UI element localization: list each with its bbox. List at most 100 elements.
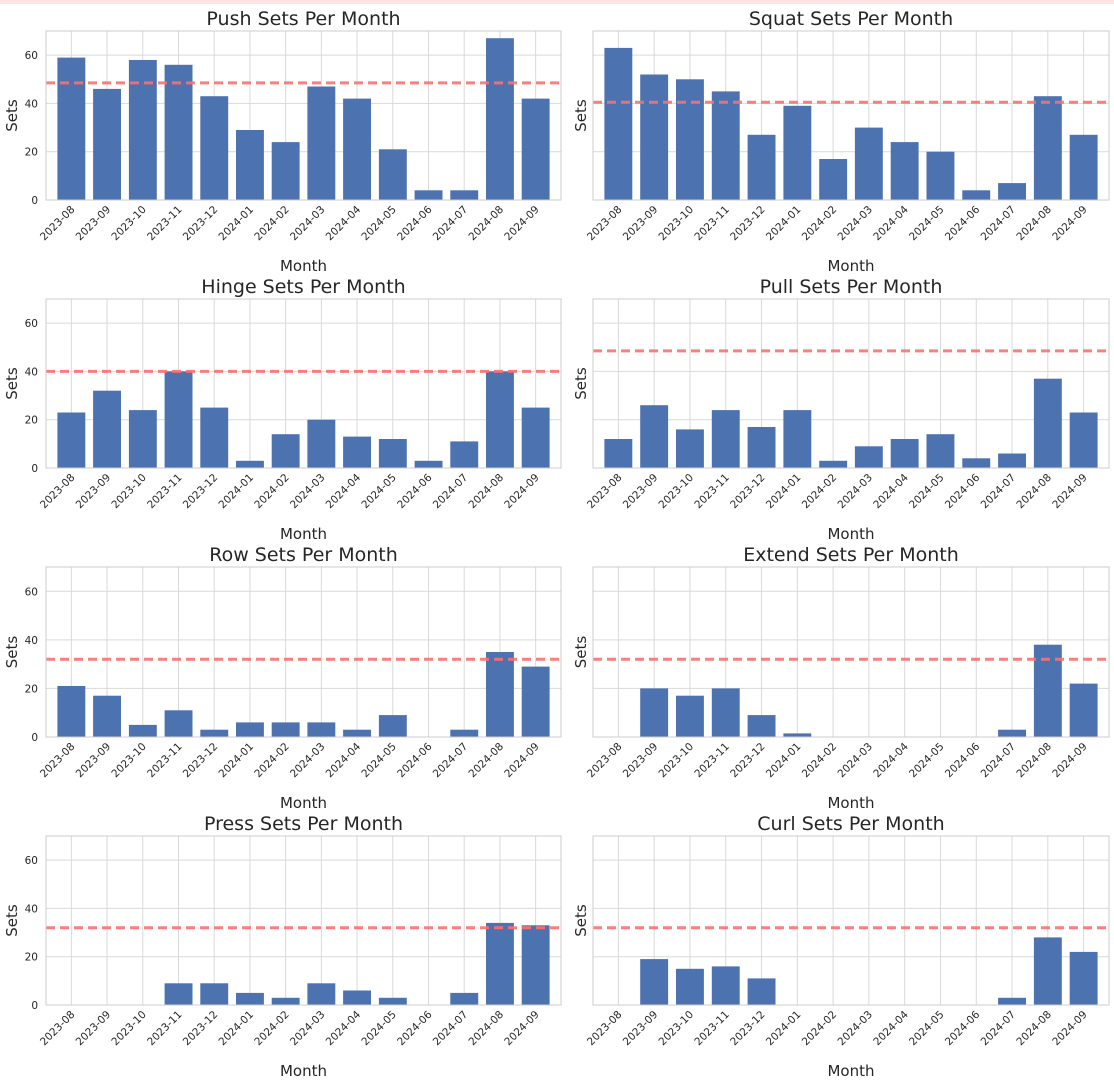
xtick-label: 2024-03 <box>288 1009 328 1049</box>
subplot-curl: 2023-082023-092023-102023-112023-122024-… <box>572 813 1110 1080</box>
bar <box>926 151 955 200</box>
xtick-label: 2024-01 <box>764 741 804 781</box>
x-axis-label: Month <box>280 794 327 812</box>
bar <box>783 733 812 737</box>
xtick-label: 2024-02 <box>252 472 292 512</box>
bar <box>164 64 193 200</box>
xtick-label: 2023-12 <box>181 741 221 781</box>
bar <box>998 183 1026 200</box>
bar <box>450 729 479 737</box>
x-axis-label: Month <box>827 257 874 275</box>
xtick-label: 2023-11 <box>145 472 185 512</box>
xtick-label: 2023-11 <box>145 204 185 244</box>
xtick-label: 2024-05 <box>907 1009 947 1049</box>
subplot-extend: 2023-082023-092023-102023-112023-122024-… <box>572 544 1110 812</box>
xtick-label: 2024-07 <box>979 1009 1019 1049</box>
plot-frame <box>592 835 1110 1006</box>
bar <box>164 983 193 1005</box>
xtick-label: 2024-07 <box>431 1009 471 1049</box>
plot-frame <box>45 30 562 201</box>
ytick-label: 0 <box>31 195 38 207</box>
ytick-label: 0 <box>31 1000 38 1012</box>
xtick-label: 2023-12 <box>728 741 768 781</box>
bar <box>414 460 443 468</box>
ytick-label: 40 <box>25 903 38 915</box>
subplot-title: Push Sets Per Month <box>206 8 400 30</box>
plot-area <box>46 299 561 468</box>
xtick-label: 2024-06 <box>395 203 435 243</box>
ytick-label: 60 <box>25 318 38 330</box>
plot-frame <box>592 566 1110 738</box>
bar <box>307 86 336 200</box>
xtick-label: 2024-03 <box>288 472 328 512</box>
xtick-label: 2024-07 <box>431 204 471 244</box>
bar <box>128 410 157 468</box>
xtick-label: 2023-08 <box>585 741 625 781</box>
xtick-label: 2024-03 <box>836 1009 876 1049</box>
subplot-title: Hinge Sets Per Month <box>201 276 405 298</box>
xtick-label: 2024-03 <box>836 741 876 781</box>
x-axis-label: Month <box>827 1062 874 1080</box>
bar <box>783 105 812 200</box>
plot-frame <box>45 298 562 469</box>
xtick-label: 2024-08 <box>1014 741 1054 781</box>
xtick-label: 2024-02 <box>800 741 840 781</box>
bar <box>711 966 740 1005</box>
xtick-label: 2024-01 <box>764 204 804 244</box>
subplot-title: Extend Sets Per Month <box>743 544 959 566</box>
y-axis-label: Sets <box>572 367 590 400</box>
xtick-label: 2024-03 <box>836 204 876 244</box>
xtick-label: 2023-08 <box>38 1009 78 1049</box>
xtick-label: 2024-09 <box>502 472 542 512</box>
xtick-label: 2024-03 <box>836 472 876 512</box>
xtick-label: 2023-09 <box>621 1009 661 1049</box>
subplot-pull: 2023-082023-092023-102023-112023-122024-… <box>572 276 1110 543</box>
xtick-label: 2024-09 <box>502 1009 542 1049</box>
xtick-label: 2024-09 <box>502 741 542 781</box>
bar <box>819 460 848 468</box>
xtick-label: 2023-11 <box>692 472 732 512</box>
xtick-label: 2024-09 <box>1050 741 1090 781</box>
plot-area <box>46 31 561 200</box>
xtick-label: 2023-08 <box>38 472 78 512</box>
bar <box>926 434 955 468</box>
bar <box>676 968 704 1005</box>
bar <box>998 997 1026 1005</box>
ytick-label: 40 <box>25 635 38 647</box>
ytick-label: 20 <box>25 683 38 695</box>
xtick-label: 2024-05 <box>907 472 947 512</box>
xtick-label: 2024-06 <box>395 740 435 780</box>
bar <box>521 925 550 1005</box>
bar <box>200 983 229 1005</box>
xtick-label: 2024-04 <box>324 471 364 511</box>
xtick-label: 2024-01 <box>217 204 257 244</box>
xtick-label: 2023-09 <box>621 741 661 781</box>
bar <box>164 710 193 737</box>
plot-area <box>46 567 561 737</box>
xtick-label: 2024-06 <box>395 1008 435 1048</box>
bar <box>486 922 514 1005</box>
bar <box>164 371 193 468</box>
bar <box>57 412 86 468</box>
plot-area <box>593 836 1109 1005</box>
bar <box>998 453 1026 468</box>
bar <box>640 688 669 737</box>
x-axis-label: Month <box>827 794 874 812</box>
bar <box>343 729 371 737</box>
xtick-label: 2024-06 <box>395 471 435 511</box>
xtick-label: 2023-10 <box>657 204 697 244</box>
bar <box>1069 134 1098 200</box>
xtick-label: 2023-12 <box>181 472 221 512</box>
xtick-label: 2024-04 <box>324 740 364 780</box>
xtick-label: 2024-05 <box>359 1009 399 1049</box>
bar <box>711 410 740 468</box>
plot-frame <box>45 566 562 738</box>
xtick-label: 2023-09 <box>74 741 114 781</box>
bar <box>307 722 336 737</box>
plot-area <box>46 836 561 1005</box>
xtick-label: 2024-09 <box>502 204 542 244</box>
bar <box>236 130 264 200</box>
xtick-label: 2024-09 <box>1050 204 1090 244</box>
bar <box>1069 951 1098 1005</box>
ytick-label: 0 <box>31 463 38 475</box>
